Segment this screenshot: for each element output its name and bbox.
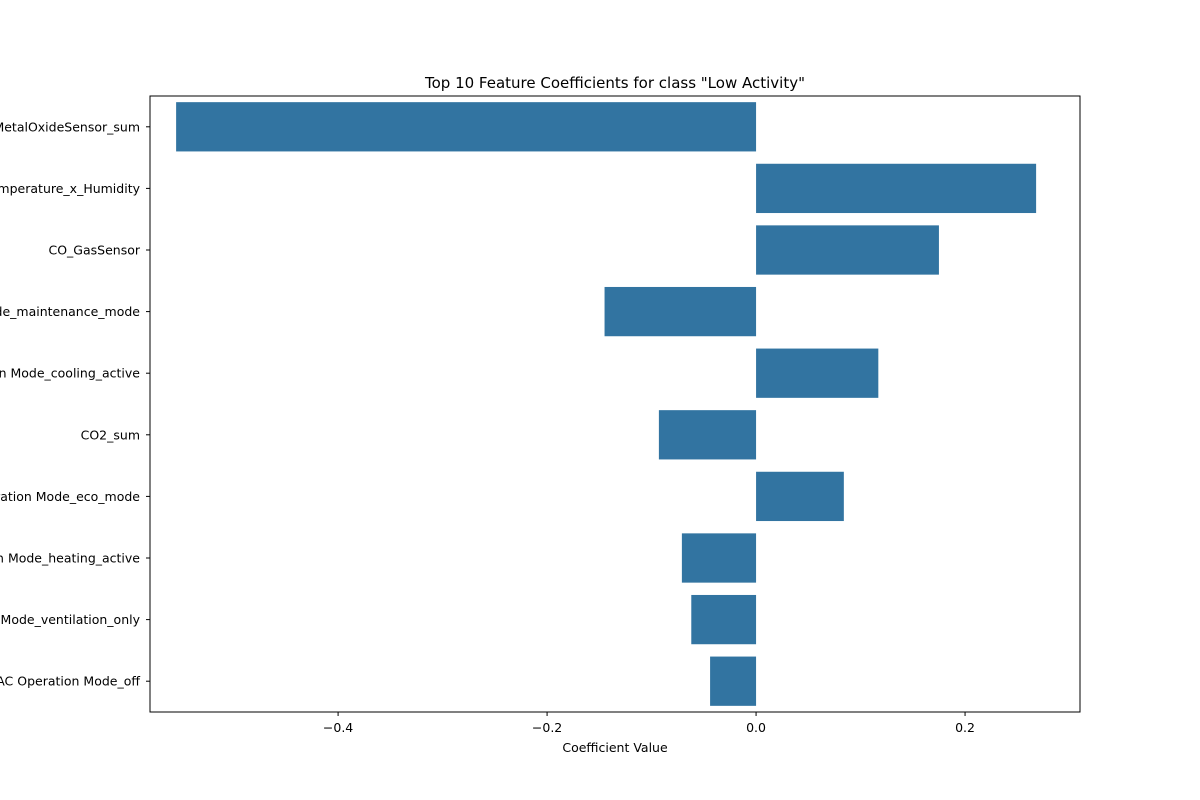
y-axis-ticks: MetalOxideSensor_sum Temperature_x_Humidi… — [0, 119, 150, 689]
bar-3 — [604, 286, 757, 337]
x-axis-ticks: −0.4 −0.2 0.0 0.2 — [323, 712, 975, 735]
bar-2 — [756, 225, 939, 275]
x-tick-label: −0.2 — [532, 720, 562, 735]
bar-6 — [756, 471, 844, 522]
bar-9 — [710, 656, 757, 706]
bar-1 — [756, 163, 1037, 214]
y-tick-label: HVAC Operation Mode_ventilation_only — [0, 612, 141, 627]
x-tick-label: −0.4 — [323, 720, 353, 735]
y-tick-label: CO_GasSensor — [48, 243, 140, 258]
bar-4 — [756, 348, 879, 398]
x-tick-label: 0.2 — [955, 720, 975, 735]
y-tick-label: HVAC Operation Mode_maintenance_mode — [0, 304, 140, 319]
y-tick-label: HVAC Operation Mode_eco_mode — [0, 489, 140, 504]
bar-8 — [691, 594, 757, 645]
y-tick-label: MetalOxideSensor_sum — [0, 119, 140, 134]
bar-0 — [176, 102, 757, 152]
y-tick-label: HVAC Operation Mode_heating_active — [0, 551, 140, 566]
x-axis-title: Coefficient Value — [562, 740, 668, 755]
x-tick-label: 0.0 — [746, 720, 766, 735]
y-tick-label: CO2_sum — [81, 427, 140, 442]
bar-5 — [658, 410, 757, 460]
y-tick-label: HVAC Operation Mode_cooling_active — [0, 366, 140, 381]
bar-7 — [681, 533, 757, 583]
y-tick-label: HVAC Operation Mode_off — [0, 674, 140, 689]
plot-frame — [149, 95, 1081, 713]
bars-group — [176, 102, 1037, 706]
y-tick-label: Temperature_x_Humidity — [0, 181, 141, 196]
chart-title: Top 10 Feature Coefficients for class "L… — [424, 74, 805, 92]
